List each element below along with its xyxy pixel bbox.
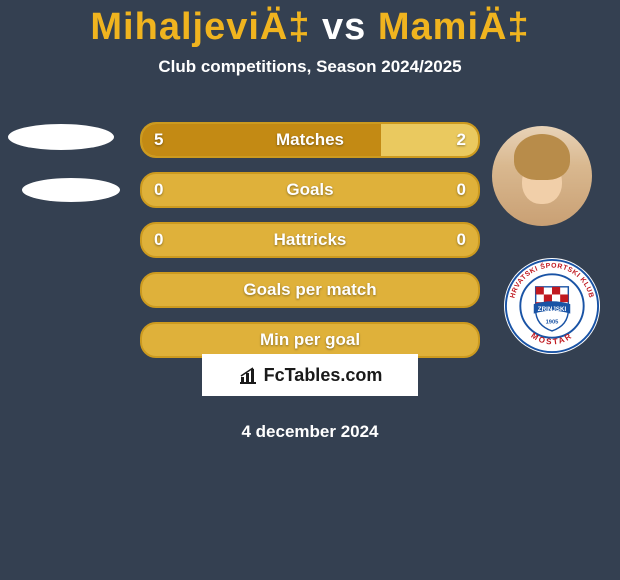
title-part: MamiÄ‡ [378, 6, 530, 48]
footer-date: 4 december 2024 [0, 422, 620, 442]
badge-inner-text: ZRINJSKI [538, 306, 567, 313]
brand-text: FcTables.com [264, 365, 383, 386]
stat-bar-label: Min per goal [142, 324, 478, 356]
stat-bar-value-right: 0 [457, 224, 466, 256]
stat-bar: Goals0 0 [140, 172, 480, 208]
stat-bar: Min per goal [140, 322, 480, 358]
stat-bar-value-right: 2 [457, 124, 466, 156]
stat-bar-value-left: 5 [154, 124, 163, 156]
player-left-avatar-placeholder [8, 124, 114, 150]
player-right-avatar [492, 126, 592, 226]
stat-bar: Matches5 2 [140, 122, 480, 158]
player-left-club-placeholder [22, 178, 120, 202]
title-part: MihaljeviÄ‡ [90, 6, 310, 48]
stat-bar-value-left: 0 [154, 174, 163, 206]
stat-bar: Hattricks0 0 [140, 222, 480, 258]
stat-bar: Goals per match [140, 272, 480, 308]
stat-bar-label: Hattricks [142, 224, 478, 256]
brand-box: FcTables.com [202, 354, 418, 396]
badge-year: 1905 [546, 319, 560, 325]
page-subtitle: Club competitions, Season 2024/2025 [0, 57, 620, 77]
title-part: vs [310, 6, 377, 48]
stat-bar-value-left: 0 [154, 224, 163, 256]
stat-bar-value-right: 0 [457, 174, 466, 206]
bar-chart-icon [238, 365, 258, 385]
player-right-club-badge: HRVATSKI ŠPORTSKI KLUB MOSTAR ZRINJSKI 1… [504, 258, 600, 354]
stat-bar-label: Goals [142, 174, 478, 206]
stat-bar-label: Matches [142, 124, 478, 156]
stat-bar-label: Goals per match [142, 274, 478, 306]
stat-bars: Matches52Goals00Hattricks00Goals per mat… [140, 122, 480, 372]
page-title: MihaljeviÄ‡ vs MamiÄ‡ [0, 0, 620, 49]
